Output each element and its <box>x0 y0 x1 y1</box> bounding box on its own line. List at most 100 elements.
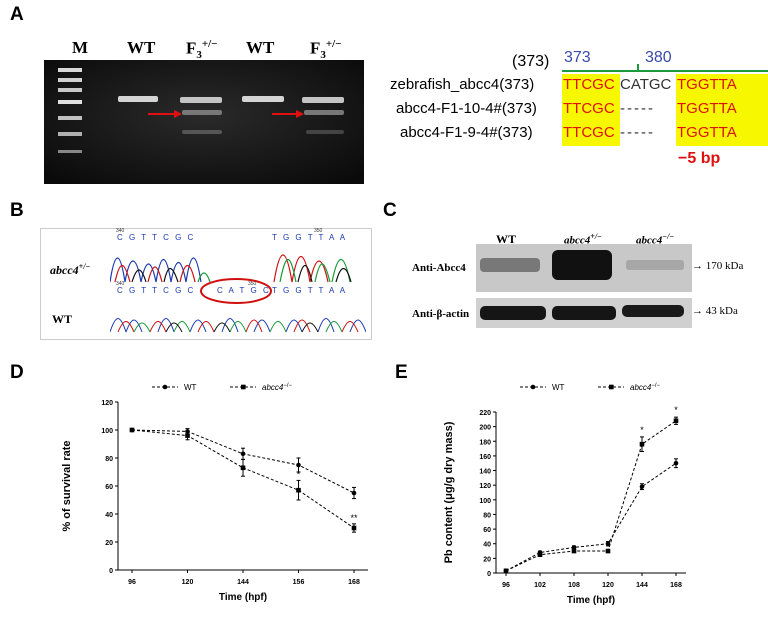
y-axis-label: % of survival rate <box>61 440 73 531</box>
blot-col-wt: WT <box>496 232 517 246</box>
blot-col-ko: abcc4−/− <box>636 232 675 247</box>
legend-marker-wt <box>162 384 168 390</box>
legend-label-wt: WT <box>552 383 565 392</box>
y-tick-label: 0 <box>109 568 113 575</box>
data-point-abcc4 <box>673 418 679 424</box>
alignment-ruler-tick <box>637 64 639 71</box>
data-point-wt <box>571 545 577 550</box>
alignment-pos-373: 373 <box>564 49 591 66</box>
data-point-abcc4 <box>605 548 611 554</box>
significance-marker: * <box>640 425 644 435</box>
gel-lane-f3-1: F3+/− <box>186 38 218 62</box>
y-tick-label: 160 <box>479 454 491 461</box>
data-point-wt <box>351 490 357 496</box>
panel-label-e: E <box>395 362 408 383</box>
data-point-abcc4 <box>296 487 301 493</box>
chromatogram-num-350-bottom: 350 <box>248 281 257 287</box>
alignment-seq-right-2: TGGTTA <box>677 100 737 117</box>
panel-label-d: D <box>10 362 24 383</box>
significance-marker: ** <box>350 513 358 523</box>
y-tick-label: 100 <box>101 428 113 435</box>
x-tick-label: 120 <box>182 579 194 586</box>
y-tick-label: 20 <box>105 540 113 547</box>
chart-d: 0 20 40 60 80 100 120 96 120 144 156 168 Time (hpf)%… <box>61 383 368 603</box>
gel-lane-wt2: WT <box>246 38 275 57</box>
y-tick-label: 0 <box>487 571 491 578</box>
x-axis-label: Time (hpf) <box>219 592 267 603</box>
x-tick-label: 96 <box>128 579 136 586</box>
blot-col-het: abcc4+/− <box>564 232 602 247</box>
data-point-abcc4 <box>185 433 190 438</box>
y-axis-label: Pb content (μg/g dry mass) <box>443 421 455 563</box>
alignment-seq-mid-1: CATGC <box>620 76 672 93</box>
alignment-highlight-left <box>562 74 620 146</box>
deletion-label: −5 bp <box>678 150 721 167</box>
x-tick-label: 168 <box>348 579 360 586</box>
chromatogram-seq-top-left: C G T T C G C <box>117 233 194 242</box>
data-point-abcc4 <box>639 441 645 447</box>
alignment-row-name-1: zebrafish_abcc4(373) <box>390 76 535 93</box>
blot-size-43: → 43 kDa <box>692 305 738 317</box>
alignment-seq-left-3: TTCGC <box>563 124 615 141</box>
alignment-seq-right-3: TGGTTA <box>677 124 737 141</box>
chromatogram-num-350-top: 350 <box>314 228 323 234</box>
x-tick-label: 156 <box>293 579 305 586</box>
y-tick-label: 140 <box>479 469 491 476</box>
panel-label-c: C <box>383 200 397 221</box>
x-axis-label: Time (hpf) <box>567 595 615 606</box>
chromatogram-label-wt: WT <box>52 312 73 326</box>
y-tick-label: 120 <box>479 483 491 490</box>
blot-size-170: → 170 kDa <box>692 260 744 272</box>
x-tick-label: 108 <box>568 582 580 589</box>
x-tick-label: 144 <box>636 582 648 589</box>
alignment-seq-mid-3: ----- <box>620 124 655 141</box>
data-point-wt <box>240 451 246 457</box>
x-tick-label: 144 <box>237 579 249 586</box>
gel-lane-f3-2: F3+/− <box>310 38 342 62</box>
x-tick-label: 96 <box>502 582 510 589</box>
data-point-abcc4 <box>571 548 577 554</box>
legend-marker-abcc4 <box>241 384 246 390</box>
blot-row-actin-label: Anti-β-actin <box>412 308 470 320</box>
chromatogram-seq-bottom-mid: C A T G C <box>217 286 269 295</box>
x-tick-label: 120 <box>602 582 614 589</box>
y-tick-label: 40 <box>483 542 491 549</box>
data-point-abcc4 <box>240 465 246 471</box>
alignment-seq-right-1: TGGTTA <box>677 76 737 93</box>
y-tick-label: 60 <box>105 484 113 491</box>
legend-label-abcc4-sup: −/− <box>283 383 292 389</box>
chromatogram-traces <box>110 254 366 333</box>
alignment-header-label: (373) <box>512 53 550 70</box>
series-line-wt <box>505 462 677 572</box>
chromatogram-num-340-top: 340 <box>116 228 125 234</box>
legend-label-wt: WT <box>184 383 197 392</box>
legend-marker-wt <box>530 384 536 390</box>
deletion-ellipse <box>200 278 272 304</box>
gel-lane-m: M <box>72 38 89 57</box>
data-point-wt <box>605 541 611 547</box>
blot-actin <box>476 298 692 328</box>
y-tick-label: 20 <box>483 556 491 563</box>
legend-marker-abcc4 <box>609 384 614 390</box>
series-line-abcc4 <box>131 429 355 529</box>
x-tick-label: 168 <box>670 582 682 589</box>
y-tick-label: 100 <box>479 498 491 505</box>
y-tick-label: 60 <box>483 527 491 534</box>
legend-label-abcc4: abcc4−/− <box>630 383 661 392</box>
alignment-seq-left-1: TTCGC <box>563 76 615 93</box>
legend-label-abcc4: abcc4−/− <box>262 383 293 392</box>
data-point-wt <box>296 462 301 468</box>
chart-e: 0 20 40 60 80 100 120 140 160 180 200 220 96 102 108 12… <box>443 383 686 606</box>
alignment-row-name-2: abcc4-F1-10-4#(373) <box>396 100 537 117</box>
chromatogram-seq-top-right: T G G T T A A <box>272 233 346 242</box>
y-tick-label: 120 <box>101 400 113 407</box>
alignment-pos-380: 380 <box>645 49 672 66</box>
blot-abcc4 <box>476 244 692 292</box>
alignment-row-name-3: abcc4-F1-9-4#(373) <box>400 124 533 141</box>
panel-label-a: A <box>10 4 24 25</box>
y-tick-label: 180 <box>479 439 491 446</box>
data-point-abcc4 <box>351 525 357 531</box>
alignment-seq-mid-2: ----- <box>620 100 655 117</box>
chromatogram-label-het: abcc4+/− <box>50 262 91 277</box>
